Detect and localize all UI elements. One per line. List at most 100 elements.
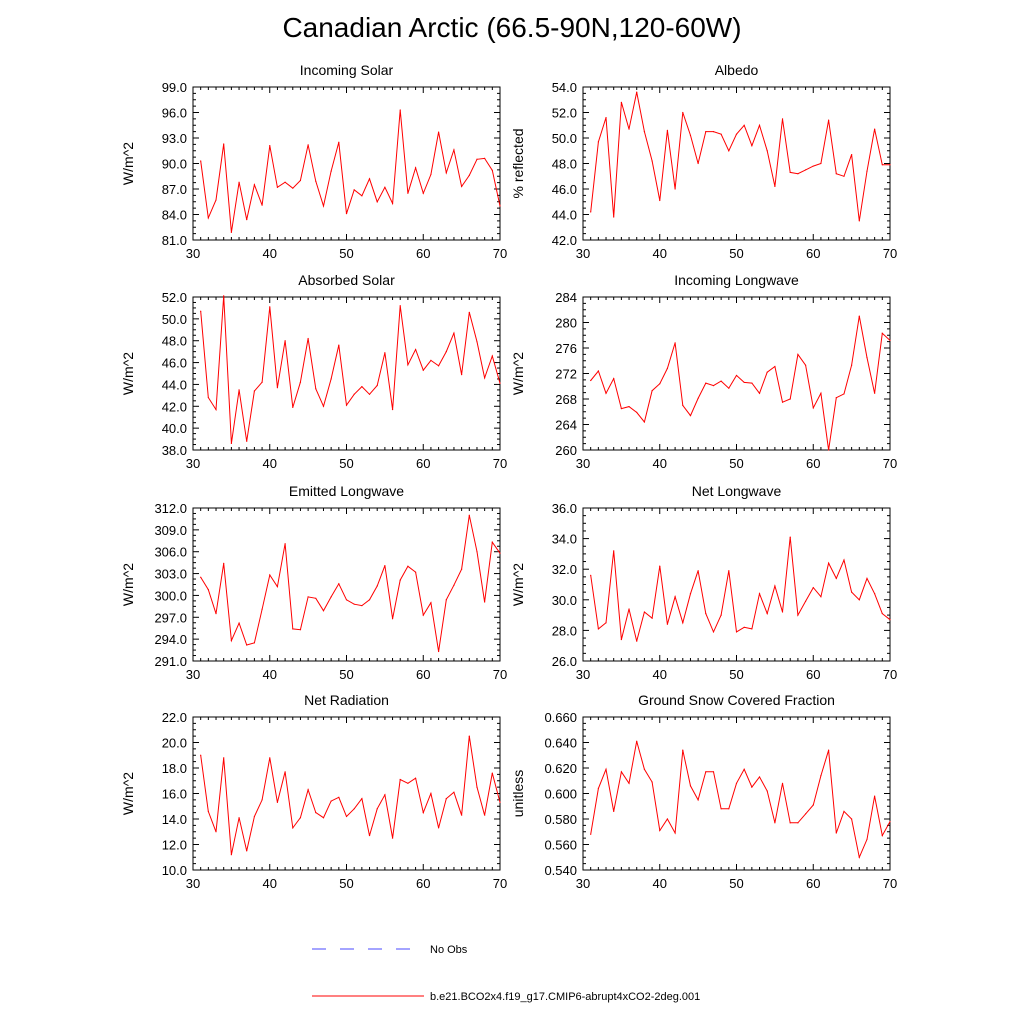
data-point <box>613 378 615 380</box>
y-axis-label: W/m^2 <box>120 563 136 606</box>
data-point <box>651 390 653 392</box>
y-axis-label: W/m^2 <box>120 142 136 185</box>
data-point <box>361 798 363 800</box>
data-point <box>797 173 799 175</box>
y-tick-label: 280 <box>555 316 577 331</box>
data-point <box>712 771 715 773</box>
data-point <box>215 408 217 411</box>
data-point <box>858 220 860 222</box>
data-point <box>445 351 447 353</box>
y-tick-label: 42.0 <box>552 233 577 248</box>
x-tick-label: 60 <box>806 246 820 261</box>
data-point <box>804 813 807 815</box>
data-point <box>491 772 493 774</box>
panel-title: Albedo <box>715 62 759 78</box>
x-tick-label: 50 <box>339 667 353 682</box>
y-tick-label: 14.0 <box>162 812 187 827</box>
y-tick-label: 0.620 <box>544 761 577 776</box>
data-point <box>820 596 822 598</box>
data-point <box>620 101 622 103</box>
data-point <box>728 570 730 572</box>
y-tick-label: 96.0 <box>162 106 187 121</box>
data-point <box>735 133 738 135</box>
data-point <box>307 789 309 791</box>
data-point <box>613 810 615 812</box>
y-tick-label: 84.0 <box>162 208 187 223</box>
data-point <box>728 387 730 389</box>
data-point <box>789 171 791 174</box>
data-point <box>820 162 822 165</box>
data-point <box>643 768 646 770</box>
series-line <box>590 741 891 859</box>
data-point <box>269 306 271 308</box>
data-point <box>461 568 463 570</box>
data-point <box>628 128 630 130</box>
y-tick-label: 20.0 <box>162 736 187 751</box>
data-point <box>399 305 401 307</box>
data-point <box>705 612 707 615</box>
plot-frame <box>582 716 891 871</box>
data-point <box>414 348 417 351</box>
y-tick-label: 260 <box>555 443 577 458</box>
panel-net-radiation: Net Radiation 30 40 50 60 70 10.0 12.0 14.0 16.0 1… <box>120 692 507 891</box>
data-point <box>368 178 371 180</box>
data-point <box>697 397 699 399</box>
panel-title: Incoming Solar <box>300 62 394 78</box>
data-point <box>215 831 217 833</box>
data-point <box>812 586 814 589</box>
panel-incoming-solar: Incoming Solar 30 40 50 60 70 81.0 84.0 87.0 90.0… <box>120 62 507 261</box>
y-tick-label: 46.0 <box>162 356 187 371</box>
data-point <box>246 219 248 221</box>
y-tick-label: 0.580 <box>544 812 577 827</box>
data-point <box>299 381 302 383</box>
data-point <box>338 796 340 798</box>
data-point <box>407 565 409 567</box>
y-tick-label: 312.0 <box>154 501 187 516</box>
x-tick-label: 60 <box>416 667 430 682</box>
data-point <box>230 854 232 856</box>
data-point <box>399 109 401 111</box>
y-tick-label: 36.0 <box>552 501 577 516</box>
data-point <box>720 133 722 135</box>
y-tick-label: 54.0 <box>552 80 577 95</box>
data-point <box>751 786 753 788</box>
data-point <box>238 389 240 391</box>
data-point <box>881 332 883 334</box>
data-point <box>453 791 455 793</box>
data-point <box>705 382 707 384</box>
data-point <box>476 786 478 788</box>
data-point <box>453 332 455 334</box>
data-point <box>246 440 248 442</box>
data-point <box>758 124 761 126</box>
y-tick-label: 22.0 <box>162 710 187 725</box>
data-point <box>597 141 599 143</box>
y-tick-label: 300.0 <box>154 588 187 603</box>
x-tick-label: 40 <box>263 876 277 891</box>
legend-model-label: b.e21.BCO2x4.f19_g17.CMIP6-abrupt4xCO2-2… <box>430 991 700 1003</box>
data-point <box>766 371 768 373</box>
data-point <box>399 579 401 581</box>
figure-title: Canadian Arctic (66.5-90N,120-60W) <box>282 12 742 43</box>
data-point <box>689 414 692 417</box>
data-point <box>720 808 722 810</box>
data-point <box>499 801 501 804</box>
y-tick-label: 0.660 <box>544 710 577 725</box>
data-point <box>207 217 209 219</box>
data-point <box>261 608 263 610</box>
x-tick-label: 30 <box>576 876 590 891</box>
data-point <box>384 794 386 796</box>
data-point <box>636 411 638 413</box>
x-tick-label: 70 <box>883 876 897 891</box>
x-tick-label: 30 <box>186 667 200 682</box>
panel-title: Incoming Longwave <box>674 272 799 288</box>
data-point <box>636 91 638 93</box>
data-point <box>453 584 455 586</box>
data-point <box>207 810 209 812</box>
y-tick-label: 0.640 <box>544 736 577 751</box>
data-point <box>284 181 286 183</box>
data-point <box>674 342 676 344</box>
data-point <box>238 622 240 624</box>
x-tick-label: 60 <box>806 456 820 471</box>
x-tick-label: 50 <box>339 876 353 891</box>
data-point <box>620 407 622 410</box>
